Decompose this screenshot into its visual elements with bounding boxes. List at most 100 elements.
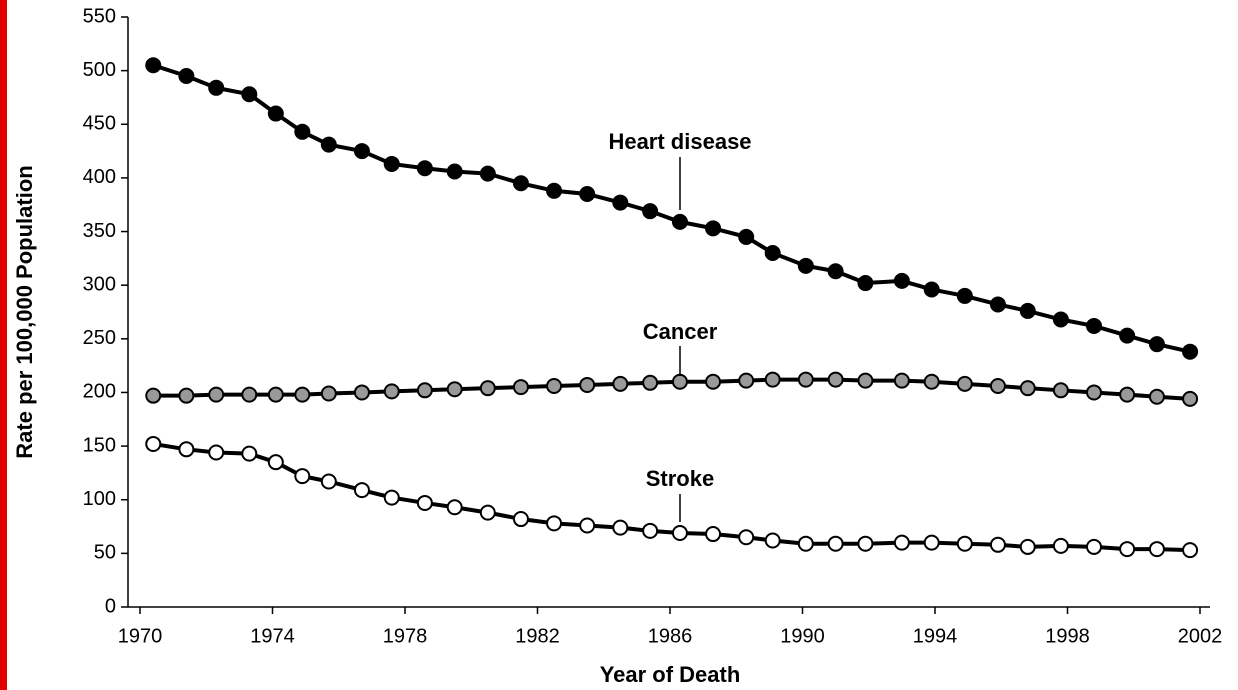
point: [764, 245, 781, 261]
point: [383, 489, 400, 506]
point: [989, 296, 1006, 313]
y-tick-label: 300: [83, 273, 116, 295]
point: [1052, 382, 1069, 399]
point: [294, 386, 311, 403]
point: [145, 387, 162, 404]
point: [320, 385, 337, 402]
point: [989, 378, 1006, 395]
point: [383, 155, 400, 172]
point: [1052, 537, 1069, 554]
point: [178, 68, 195, 84]
point: [1086, 317, 1102, 334]
point: [546, 515, 563, 532]
y-tick-label: 200: [83, 381, 116, 403]
x-axis-label: Year of Death: [600, 662, 741, 687]
point: [1019, 302, 1036, 319]
point: [512, 379, 529, 396]
point: [416, 382, 433, 399]
point: [1148, 541, 1165, 558]
point: [267, 386, 284, 403]
point: [923, 534, 940, 551]
point: [416, 494, 433, 511]
point: [671, 213, 688, 230]
point: [797, 257, 814, 274]
point: [1019, 538, 1036, 555]
point: [546, 378, 563, 395]
point: [1148, 336, 1165, 353]
point: [642, 374, 659, 391]
series-label: Stroke: [646, 466, 714, 491]
point: [797, 371, 814, 388]
x-tick-label: 1986: [648, 625, 693, 647]
series-label: Cancer: [643, 319, 718, 344]
point: [579, 517, 596, 534]
point: [923, 373, 940, 390]
point: [642, 522, 659, 539]
point: [145, 435, 162, 452]
point: [956, 287, 973, 304]
point: [612, 519, 629, 536]
y-tick-label: 500: [83, 59, 116, 81]
series-line: [153, 377, 1191, 401]
series-line: [152, 441, 1191, 553]
point: [612, 194, 629, 211]
point: [893, 272, 910, 289]
point: [416, 160, 433, 177]
y-tick-label: 350: [83, 220, 116, 242]
point: [1119, 541, 1136, 558]
point: [1182, 390, 1199, 407]
point: [383, 383, 400, 400]
point: [178, 387, 195, 404]
x-tick-label: 1974: [250, 625, 295, 647]
point: [1019, 380, 1036, 397]
point: [479, 380, 496, 397]
point: [208, 444, 225, 461]
point: [705, 220, 722, 237]
y-tick-label: 0: [105, 595, 116, 617]
point: [208, 79, 225, 96]
point: [827, 263, 844, 280]
point: [579, 186, 596, 202]
point: [764, 532, 781, 549]
point: [642, 203, 659, 220]
edge-bar: [0, 0, 7, 690]
point: [1119, 327, 1136, 344]
point: [797, 535, 814, 552]
point: [705, 373, 722, 390]
point: [827, 371, 844, 388]
point: [294, 468, 311, 485]
y-tick-label: 100: [83, 488, 116, 510]
point: [857, 372, 874, 389]
point: [446, 163, 463, 180]
point: [893, 372, 910, 389]
point: [857, 535, 874, 552]
point: [320, 136, 337, 153]
point: [893, 534, 910, 551]
point: [294, 123, 311, 140]
point: [857, 275, 874, 292]
y-tick-label: 150: [83, 434, 116, 456]
point: [479, 165, 496, 182]
point: [671, 373, 688, 390]
x-tick-label: 1978: [383, 625, 428, 647]
point: [989, 536, 1006, 553]
y-tick-label: 550: [83, 5, 116, 27]
x-tick-label: 1982: [515, 625, 560, 647]
point: [353, 384, 370, 401]
y-tick-label: 250: [83, 327, 116, 349]
point: [353, 143, 370, 160]
point: [241, 386, 258, 403]
series-line: [152, 63, 1191, 354]
point: [956, 375, 973, 392]
point: [479, 504, 496, 521]
x-tick-label: 2002: [1178, 625, 1223, 647]
point: [705, 526, 722, 543]
point: [241, 86, 258, 103]
y-tick-label: 50: [94, 542, 116, 564]
point: [446, 381, 463, 398]
y-tick-label: 450: [83, 113, 116, 135]
point: [546, 182, 563, 199]
point: [241, 445, 258, 462]
y-axis-label: Rate per 100,000 Population: [12, 165, 37, 458]
